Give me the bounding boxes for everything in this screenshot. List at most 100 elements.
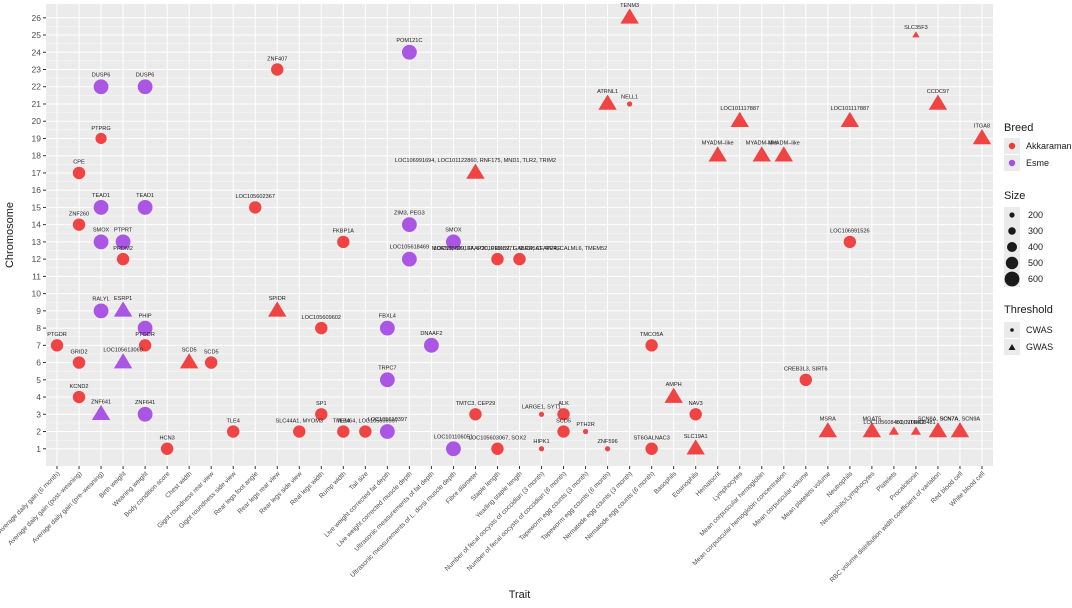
gwas-triangle-point (113, 353, 133, 369)
point-label: DUSP6 (92, 72, 111, 78)
cwas-circle-point (604, 446, 611, 452)
y-tick-label: 4 (36, 392, 41, 402)
y-tick-label: 1 (36, 444, 41, 454)
point-label: MORN1, SKI, FAAP20, PRKCZ, GABRD, CFAP74… (432, 246, 608, 252)
y-tick-label: 14 (32, 220, 42, 230)
cwas-circle-point (115, 234, 131, 250)
y-tick-label: 22 (32, 82, 42, 92)
cwas-circle-point (379, 424, 395, 439)
y-tick-label: 20 (32, 116, 42, 126)
point-label: TEAD1 (136, 193, 154, 199)
cwas-circle-point (293, 425, 306, 438)
point-label: RALYL (92, 296, 109, 302)
legend-size-label: 500 (1028, 258, 1043, 268)
y-tick-label: 8 (36, 323, 41, 333)
point-label: NAV3 (689, 401, 703, 407)
gwas-triangle-point (840, 111, 860, 127)
cwas-circle-point (93, 303, 109, 319)
cwas-circle-point (95, 132, 107, 145)
point-label: HCN3 (160, 436, 175, 442)
y-tick-label: 10 (32, 289, 42, 299)
point-label: PTGDR (47, 332, 67, 338)
cwas-circle-point (513, 252, 526, 266)
legend-size-label: 300 (1028, 226, 1043, 236)
legend-breed-swatch (1008, 142, 1016, 150)
gwas-triangle-point (950, 422, 970, 438)
gwas-triangle-point (928, 422, 948, 438)
point-label: SCN8A, SCN7A (918, 417, 959, 423)
point-label: PTGDR (135, 332, 155, 338)
cwas-circle-point (469, 408, 482, 421)
gwas-triangle-point (912, 31, 920, 38)
point-label: LOC105602367 (235, 194, 275, 200)
point-label: LOC106991526 (830, 229, 870, 235)
legend-breed-title: Breed (1004, 122, 1033, 134)
point-label: TENM3 (620, 3, 639, 9)
point-label: LOC101117887 (831, 106, 870, 112)
x-tick-label: Tail size (348, 470, 370, 492)
legend-breed-label: Akkaraman (1026, 141, 1072, 151)
point-label: LOC105609137, LOC101118971, SLC45A1, RER… (434, 246, 561, 252)
gwas-triangle-point (888, 426, 899, 435)
x-tick-label: Ultrasonic measurements of L. dorsi musc… (349, 470, 458, 579)
point-label: ALK (558, 401, 569, 407)
y-tick-label: 6 (36, 358, 41, 368)
cwas-circle-point (645, 442, 658, 455)
cwas-circle-point (337, 235, 350, 249)
point-label: SLC19A1 (684, 434, 708, 440)
point-label: GRID2 (70, 349, 87, 355)
y-tick-label: 3 (36, 409, 41, 419)
gwas-triangle-point (774, 146, 793, 162)
cwas-circle-point (72, 218, 86, 231)
point-label: TLE4 (227, 418, 240, 424)
cwas-circle-point (446, 234, 461, 250)
point-label: SMOX (445, 227, 462, 233)
point-label: SPIDR (269, 296, 286, 302)
point-label: LOC105610397 (368, 417, 408, 423)
point-label: ZIM3, PEG3 (394, 210, 425, 216)
point-label: LOC101117887 (720, 106, 759, 112)
point-label: ZNF641 (91, 399, 111, 405)
point-label: SCD5 (556, 418, 571, 424)
cwas-circle-point (160, 442, 174, 455)
cwas-circle-point (538, 446, 545, 452)
cwas-circle-point (401, 44, 417, 60)
cwas-circle-point (72, 356, 86, 369)
y-tick-label: 24 (32, 47, 42, 57)
cwas-circle-point (538, 411, 545, 417)
point-label: MYADM–like (746, 141, 778, 147)
gwas-triangle-point (686, 439, 705, 455)
point-label: PTPRT (114, 227, 133, 233)
cwas-circle-point (645, 339, 658, 352)
point-label: SLC35F3 (904, 25, 928, 31)
y-tick-label: 23 (32, 65, 42, 75)
point-label: HIPK1 (533, 439, 549, 445)
gwas-triangle-point (91, 404, 111, 421)
point-label: LOC105609602 (302, 315, 342, 321)
point-label: AMPH (666, 382, 682, 388)
legend-breed-swatch (1008, 159, 1016, 167)
cwas-circle-point (271, 63, 284, 76)
point-label: TMEM64, LOC105606997 (333, 418, 398, 424)
cwas-circle-point (627, 101, 633, 107)
cwas-circle-point (93, 200, 109, 215)
point-label: LOC105613060 (103, 348, 143, 354)
gwas-triangle-point (179, 353, 199, 369)
point-label: LOC105603067, SOX2 (469, 436, 527, 442)
gwas-triangle-point (910, 426, 921, 435)
legend-threshold-label: CWAS (1026, 325, 1053, 335)
y-tick-label: 17 (32, 168, 42, 178)
point-label: MGAT5 (862, 417, 881, 423)
legend-size-swatch (1007, 242, 1017, 252)
legend-threshold-title: Threshold (1004, 304, 1053, 316)
y-tick-label: 15 (32, 202, 42, 212)
y-tick-label: 2 (36, 427, 41, 437)
point-label: SCD5 (204, 349, 219, 355)
point-label: MYADM–like (768, 141, 800, 147)
point-label: PTH2R (576, 422, 594, 428)
point-label: ATRNL1 (597, 89, 618, 95)
legend-size-label: 200 (1028, 210, 1043, 220)
cwas-circle-point (401, 251, 417, 267)
